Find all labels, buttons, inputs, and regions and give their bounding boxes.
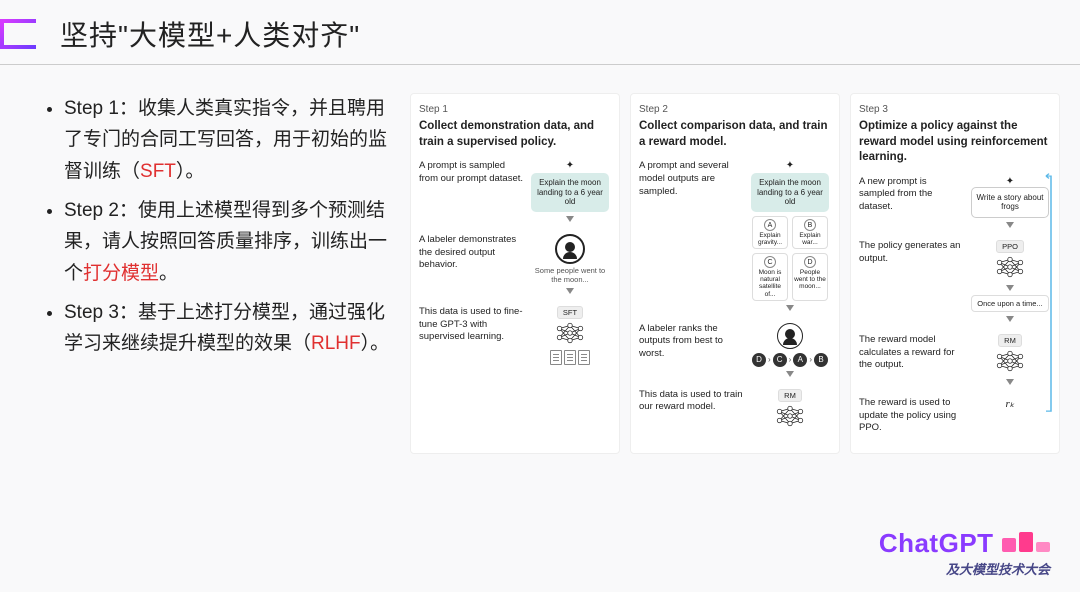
sparkle-icon: ✦	[566, 160, 574, 171]
footer-main: ChatGPT	[879, 528, 994, 558]
option-d: DPeople went to the moon...	[792, 253, 828, 301]
row-text: The reward is used to update the policy …	[859, 397, 969, 435]
rank-a: A	[793, 353, 807, 367]
row-text: A labeler demonstrates the desired outpu…	[419, 234, 529, 272]
row-text: A prompt and several model outputs are s…	[639, 160, 749, 198]
content-area: Step 1：收集人类真实指令，并且聘用了专门的合同工写回答，用于初始的监督训练…	[0, 65, 1080, 454]
panel-step1: Step 1 Collect demonstration data, and t…	[410, 93, 620, 454]
row-prompt: A prompt and several model outputs are s…	[639, 160, 831, 315]
logo-bars-icon	[1002, 532, 1050, 552]
model-icon: SFT	[529, 306, 611, 365]
rank-d: D	[752, 353, 766, 367]
model-label: PPO	[996, 240, 1024, 253]
step-label: Step 1：	[64, 98, 138, 119]
prompt-icon: ✦ Explain the moon landing to a 6 year o…	[529, 160, 611, 226]
prompt-icon: ✦ Explain the moon landing to a 6 year o…	[749, 160, 831, 315]
option-a: AExplain gravity...	[752, 216, 788, 249]
panel-step2: Step 2 Collect comparison data, and trai…	[630, 93, 840, 454]
prompt-box: Write a story about frogs	[971, 187, 1049, 218]
row-labeler: A labeler demonstrates the desired outpu…	[419, 234, 611, 298]
sparkle-icon: ✦	[786, 160, 794, 171]
accent-bracket-icon	[0, 19, 36, 49]
row-text: This data is used to train our reward mo…	[639, 389, 749, 415]
panel-title: Optimize a policy against the reward mod…	[859, 119, 1051, 166]
panel-step-label: Step 1	[419, 104, 611, 115]
row-ranking: A labeler ranks the outputs from best to…	[639, 323, 831, 381]
network-icon	[995, 256, 1025, 281]
rank-c: C	[773, 353, 787, 367]
ranking-icon: D› C› A› B	[749, 323, 831, 381]
arrow-down-icon	[1006, 222, 1014, 228]
step-label: Step 3：	[64, 302, 138, 323]
prompt-box: Explain the moon landing to a 6 year old	[751, 173, 829, 212]
row-text: This data is used to fine-tune GPT-3 wit…	[419, 306, 529, 344]
network-icon	[775, 405, 805, 430]
highlight-scoring: 打分模型	[83, 263, 159, 284]
panel-step-label: Step 3	[859, 104, 1051, 115]
step-text: ）。	[176, 161, 205, 182]
option-b: BExplain war...	[792, 216, 828, 249]
row-update: The reward is used to update the policy …	[859, 397, 1051, 435]
row-prompt: A new prompt is sampled from the dataset…	[859, 176, 1051, 232]
row-prompt: A prompt is sampled from our prompt data…	[419, 160, 611, 226]
model-label: SFT	[557, 306, 583, 319]
row-text: A new prompt is sampled from the dataset…	[859, 176, 969, 214]
labeler-output: Some people went to the moon...	[529, 266, 611, 284]
row-policy: The policy generates an output. PPO O	[859, 240, 1051, 326]
arrow-down-icon	[1006, 379, 1014, 385]
panel-title: Collect comparison data, and train a rew…	[639, 119, 831, 150]
option-c: CMoon is natural satellite of...	[752, 253, 788, 301]
footer-main-row: ChatGPT	[879, 528, 1050, 559]
options-grid: AExplain gravity... BExplain war... CMoo…	[752, 216, 828, 301]
panel-step-label: Step 2	[639, 104, 831, 115]
rank-b: B	[814, 353, 828, 367]
model-icon: RM	[749, 389, 831, 430]
row-reward: The reward model calculates a reward for…	[859, 334, 1051, 389]
slide-title: 坚持"大模型+人类对齐"	[60, 14, 360, 54]
arrow-down-icon	[566, 288, 574, 294]
highlight-sft: SFT	[140, 161, 176, 182]
network-icon	[555, 322, 585, 347]
docs-icon	[550, 350, 590, 365]
row-text: A prompt is sampled from our prompt data…	[419, 160, 529, 186]
model-label: RM	[778, 389, 802, 402]
panel-title: Collect demonstration data, and train a …	[419, 119, 611, 150]
row-text: The reward model calculates a reward for…	[859, 334, 969, 372]
labeler-icon: Some people went to the moon...	[529, 234, 611, 298]
network-icon	[995, 350, 1025, 375]
footer-sub: 及大模型技术大会	[879, 559, 1050, 578]
rank-sequence: D› C› A› B	[752, 353, 828, 367]
generated-output: Once upon a time...	[971, 295, 1048, 312]
row-text: A labeler ranks the outputs from best to…	[639, 323, 749, 361]
bullet-step1: Step 1：收集人类真实指令，并且聘用了专门的合同工写回答，用于初始的监督训练…	[64, 93, 398, 187]
prompt-box: Explain the moon landing to a 6 year old	[531, 173, 609, 212]
person-icon	[555, 234, 585, 264]
person-icon	[777, 323, 803, 349]
arrow-down-icon	[1006, 285, 1014, 291]
arrow-down-icon	[786, 371, 794, 377]
row-text: The policy generates an output.	[859, 240, 969, 266]
diagram-panels: Step 1 Collect demonstration data, and t…	[410, 93, 1060, 454]
footer-logo: ChatGPT 及大模型技术大会	[879, 528, 1050, 578]
panel-step3: Step 3 Optimize a policy against the rew…	[850, 93, 1060, 454]
feedback-arrow	[1039, 172, 1053, 415]
row-finetune: This data is used to fine-tune GPT-3 wit…	[419, 306, 611, 365]
bullet-step3: Step 3：基于上述打分模型，通过强化学习来继续提升模型的效果（RLHF）。	[64, 297, 398, 360]
arrow-down-icon	[566, 216, 574, 222]
step-text: ）。	[361, 333, 390, 354]
arrow-down-icon	[1006, 316, 1014, 322]
bullet-step2: Step 2：使用上述模型得到多个预测结果，请人按照回答质量排序，训练出一个打分…	[64, 195, 398, 289]
slide-header: 坚持"大模型+人类对齐"	[0, 0, 1080, 56]
step-text: 。	[159, 263, 178, 284]
highlight-rlhf: RLHF	[311, 333, 361, 354]
bullet-list: Step 1：收集人类真实指令，并且聘用了专门的合同工写回答，用于初始的监督训练…	[40, 93, 398, 360]
arrow-down-icon	[786, 305, 794, 311]
star-icon: ✦	[1006, 176, 1014, 187]
step-label: Step 2：	[64, 200, 138, 221]
row-reward-model: This data is used to train our reward mo…	[639, 389, 831, 430]
left-column: Step 1：收集人类真实指令，并且聘用了专门的合同工写回答，用于初始的监督训练…	[40, 93, 410, 454]
reward-rk: rₖ	[1006, 397, 1015, 410]
model-label: RM	[998, 334, 1022, 347]
